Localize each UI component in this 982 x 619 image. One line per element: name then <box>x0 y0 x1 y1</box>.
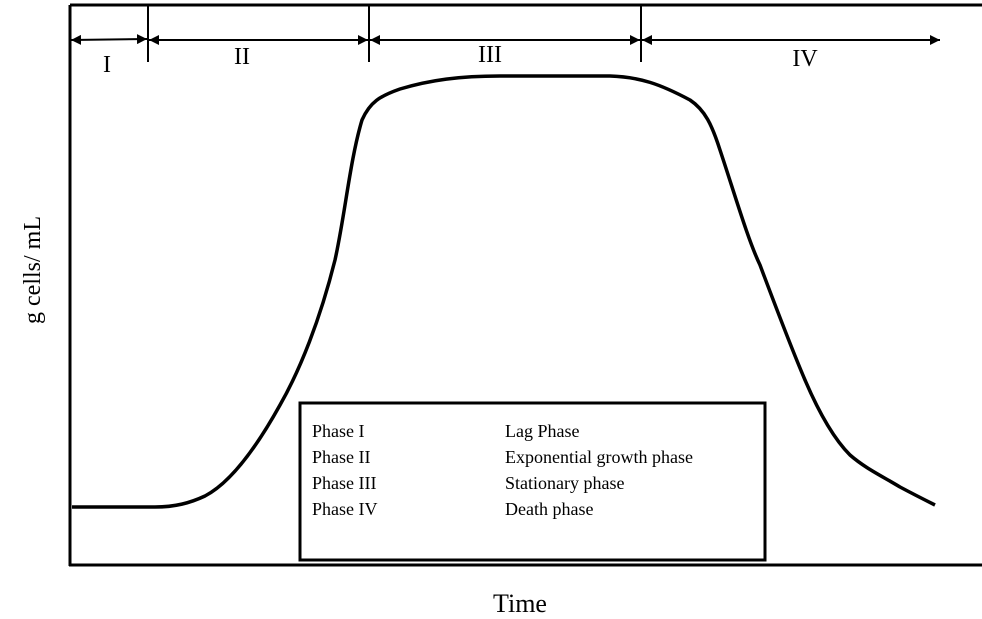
phase-dividers <box>147 6 642 62</box>
frame <box>68 3 982 567</box>
x-axis-label: Time <box>493 589 547 618</box>
legend-box <box>298 401 767 562</box>
legend-phase: Phase IV <box>312 499 378 519</box>
growth-curve <box>72 74 936 509</box>
phase-label: II <box>234 44 250 70</box>
phase-label: I <box>103 52 111 78</box>
legend-desc: Exponential growth phase <box>505 447 693 467</box>
legend-desc: Stationary phase <box>505 473 624 493</box>
legend: Phase I Lag Phase Phase II Exponential g… <box>312 421 693 519</box>
phase-label: IV <box>792 46 818 72</box>
y-axis-label: g cells/ mL <box>20 216 46 324</box>
legend-phase: Phase III <box>312 473 376 493</box>
phase-label: III <box>478 42 502 68</box>
legend-phase: Phase II <box>312 447 370 467</box>
phase-arrows <box>70 34 940 45</box>
legend-phase: Phase I <box>312 421 365 441</box>
phase-labels: I II III IV <box>103 42 818 78</box>
legend-desc: Death phase <box>505 499 593 519</box>
legend-desc: Lag Phase <box>505 421 579 441</box>
